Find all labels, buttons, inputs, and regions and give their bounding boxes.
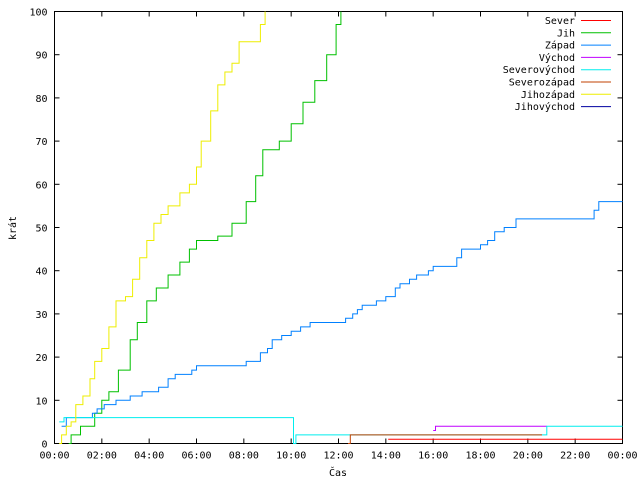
y-tick-label: 40 [35, 267, 47, 278]
legend-label: Jih [557, 28, 575, 39]
series-line-5 [348, 434, 542, 444]
x-tick-label: 22:00 [560, 451, 590, 462]
series-line-1 [68, 11, 342, 444]
series-line-6 [59, 11, 266, 444]
series-lines [59, 11, 623, 444]
x-tick-label: 16:00 [418, 451, 448, 462]
y-tick-label: 30 [35, 310, 47, 321]
x-tick-label: 00:00 [607, 451, 637, 462]
legend-label: Západ [545, 40, 575, 52]
y-tick-label: 20 [35, 353, 47, 364]
y-tick-label: 100 [29, 8, 47, 19]
legend-label: Severozápad [509, 77, 575, 89]
series-line-2 [61, 201, 623, 427]
series-line-3 [433, 425, 547, 431]
x-tick-label: 20:00 [513, 451, 543, 462]
legend-label: Severovýchod [503, 64, 575, 76]
series-line-4 [59, 417, 623, 444]
x-tick-label: 00:00 [39, 451, 69, 462]
legend-label: Sever [545, 16, 575, 27]
x-tick-label: 04:00 [134, 451, 164, 462]
legend-label: Jihozápad [521, 89, 575, 101]
x-tick-label: 12:00 [323, 451, 353, 462]
y-tick-label: 90 [35, 51, 47, 62]
y-tick-label: 10 [35, 396, 47, 407]
y-tick-label: 0 [41, 440, 47, 451]
y-tick-label: 50 [35, 224, 47, 235]
legend-label: Jihovýchod [515, 101, 575, 113]
x-tick-label: 06:00 [181, 451, 211, 462]
x-tick-label: 18:00 [465, 451, 495, 462]
y-tick-label: 60 [35, 180, 47, 191]
y-axis-ticks: 0 10 20 30 40 50 60 70 80 90 100 [29, 8, 623, 451]
x-tick-label: 14:00 [371, 451, 401, 462]
x-tick-label: 08:00 [229, 451, 259, 462]
legend-label: Východ [539, 52, 575, 64]
y-tick-label: 70 [35, 137, 47, 148]
legend: SeverJihZápadVýchodSeverovýchodSeverozáp… [503, 16, 611, 113]
x-axis-title: Čas [329, 466, 347, 479]
x-tick-label: 02:00 [87, 451, 117, 462]
y-tick-label: 80 [35, 94, 47, 105]
x-axis-ticks: 00:00 02:00 04:00 06:00 08:00 10:00 12:00 14:00… [39, 11, 638, 462]
plot-frame [54, 11, 623, 444]
y-axis-title: krát [7, 216, 19, 240]
x-tick-label: 10:00 [276, 451, 306, 462]
